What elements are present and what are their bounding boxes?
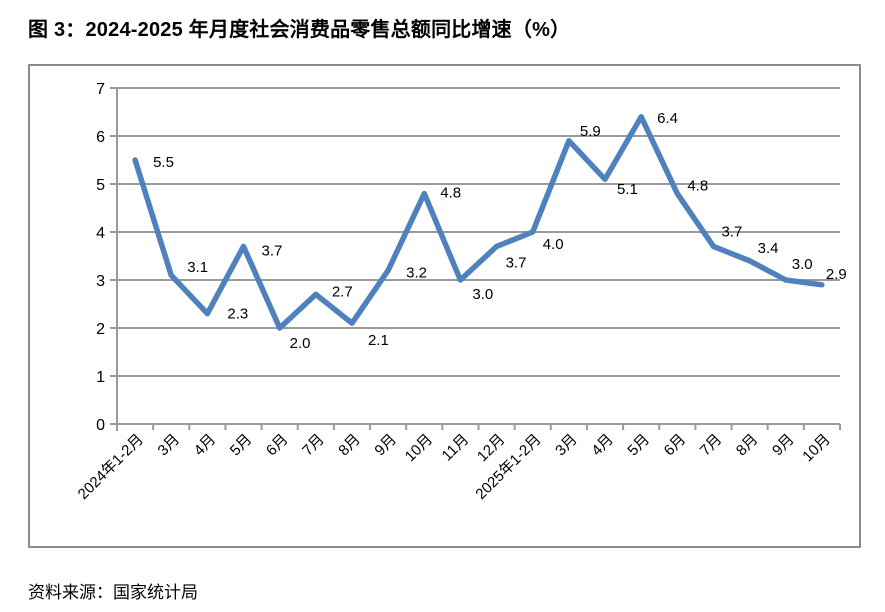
svg-text:9月: 9月 (769, 431, 798, 460)
svg-text:2.1: 2.1 (368, 332, 389, 349)
svg-text:3.7: 3.7 (721, 223, 742, 240)
svg-text:2024年1-2月: 2024年1-2月 (75, 431, 147, 503)
series-line (132, 114, 825, 331)
svg-text:5月: 5月 (624, 431, 653, 460)
svg-text:6: 6 (96, 129, 105, 146)
chart-title: 图 3：2024-2025 年月度社会消费品零售总额同比增速（%） (28, 19, 571, 41)
svg-text:6.4: 6.4 (657, 110, 678, 127)
svg-text:6月: 6月 (661, 431, 690, 460)
svg-text:2.9: 2.9 (826, 266, 847, 283)
svg-text:3月: 3月 (155, 431, 184, 460)
svg-text:5: 5 (96, 177, 105, 194)
svg-text:4.8: 4.8 (440, 185, 461, 202)
svg-text:2: 2 (96, 321, 105, 338)
gridlines (117, 87, 840, 425)
svg-text:3.0: 3.0 (472, 286, 493, 303)
svg-text:9月: 9月 (371, 431, 400, 460)
svg-text:4: 4 (96, 225, 105, 242)
chart-frame: 0 1 2 3 4 5 6 7 2024年1-2月 3月 4月 5月 6月 7月 8月 9月 10月 11月 12月… (28, 64, 861, 548)
svg-text:5月: 5月 (227, 431, 256, 460)
x-axis-labels: 2024年1-2月 3月 4月 5月 6月 7月 8月 9月 10月 11月 12月2025年1-2… (75, 431, 834, 503)
svg-text:5.1: 5.1 (617, 181, 638, 198)
y-axis-labels: 0 1 2 3 4 5 6 7 (96, 81, 105, 434)
svg-text:3月: 3月 (552, 431, 581, 460)
svg-text:3.7: 3.7 (506, 254, 527, 271)
svg-text:4.8: 4.8 (687, 178, 708, 195)
svg-text:10月: 10月 (402, 431, 436, 465)
svg-text:2.7: 2.7 (332, 283, 353, 300)
svg-text:4月: 4月 (588, 431, 617, 460)
svg-text:10月: 10月 (799, 431, 833, 465)
svg-text:3.0: 3.0 (792, 256, 813, 273)
svg-text:8月: 8月 (733, 431, 762, 460)
svg-text:5.5: 5.5 (153, 154, 174, 171)
source-note: 资料来源：国家统计局 (28, 583, 198, 602)
svg-text:3.7: 3.7 (262, 242, 283, 259)
svg-text:1: 1 (96, 369, 105, 386)
svg-text:3.2: 3.2 (406, 264, 427, 281)
svg-text:2.0: 2.0 (290, 335, 311, 352)
x-axis-ticks (116, 424, 841, 430)
svg-text:3.4: 3.4 (758, 240, 779, 257)
svg-text:8月: 8月 (335, 431, 364, 460)
svg-text:6月: 6月 (263, 431, 292, 460)
data-labels: 5.5 3.1 2.3 3.7 2.0 2.7 2.1 3.2 4.8 3.0 3.7 4.0 5.9 5… (153, 110, 847, 352)
svg-text:3: 3 (96, 273, 105, 290)
svg-text:4.0: 4.0 (543, 236, 564, 253)
svg-text:3.1: 3.1 (187, 259, 208, 276)
svg-text:0: 0 (96, 417, 105, 434)
svg-text:11月: 11月 (439, 431, 473, 465)
svg-text:2.3: 2.3 (227, 306, 248, 323)
svg-text:7月: 7月 (697, 431, 726, 460)
svg-text:7: 7 (96, 81, 105, 98)
svg-text:2025年1-2月: 2025年1-2月 (472, 431, 544, 503)
svg-text:5.9: 5.9 (580, 123, 601, 140)
svg-text:7月: 7月 (299, 431, 328, 460)
svg-text:4月: 4月 (191, 431, 220, 460)
y-axis-ticks (110, 87, 117, 425)
